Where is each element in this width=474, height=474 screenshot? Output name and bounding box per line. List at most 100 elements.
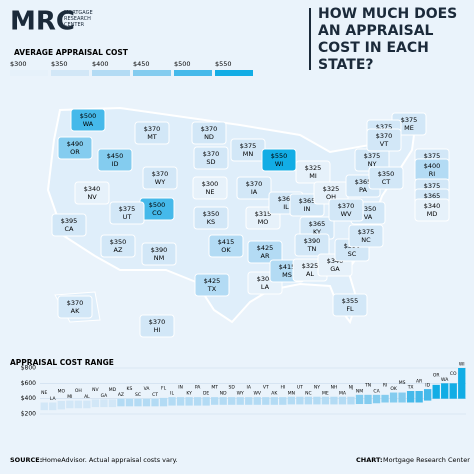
state bbox=[193, 206, 229, 230]
state-value: $390 bbox=[304, 237, 321, 245]
state bbox=[261, 148, 297, 172]
state-value: $425 bbox=[257, 244, 274, 252]
bar-label: GA bbox=[101, 393, 108, 399]
bar-label: IN bbox=[178, 385, 183, 391]
state-value: $365 bbox=[309, 220, 326, 228]
range-bar bbox=[424, 389, 432, 401]
state-name: SC bbox=[348, 250, 357, 258]
legend-swatch bbox=[215, 70, 253, 76]
range-bar bbox=[347, 396, 355, 405]
state bbox=[294, 233, 330, 257]
range-bar bbox=[389, 392, 398, 403]
state-name: MI bbox=[309, 172, 317, 180]
state-name: ME bbox=[404, 124, 414, 132]
range-bar bbox=[432, 384, 440, 399]
state-value: $370 bbox=[201, 125, 218, 133]
range-bar bbox=[236, 397, 244, 405]
state bbox=[332, 293, 368, 317]
state-name: MO bbox=[258, 218, 269, 226]
state-value: $300 bbox=[202, 180, 219, 188]
state-value: $490 bbox=[67, 140, 84, 148]
bar-label: ID bbox=[425, 383, 430, 389]
bar-label: CO bbox=[450, 371, 457, 377]
legend-swatch bbox=[92, 70, 130, 76]
range-bar bbox=[125, 398, 134, 407]
bar-label: NE bbox=[41, 390, 47, 396]
bar-label: FL bbox=[161, 385, 167, 391]
range-bar bbox=[449, 383, 457, 399]
bar-label: MO bbox=[58, 388, 66, 394]
source-label: SOURCE: bbox=[10, 456, 42, 464]
legend-swatch bbox=[10, 70, 48, 76]
range-bar bbox=[142, 398, 151, 407]
state bbox=[139, 314, 175, 338]
state-name: WV bbox=[341, 210, 352, 218]
range-bar bbox=[270, 397, 278, 405]
state-name: IL bbox=[283, 203, 289, 211]
state-value: $450 bbox=[107, 152, 124, 160]
state-name: RI bbox=[429, 170, 436, 178]
bar-label: CT bbox=[152, 392, 158, 398]
state-value: $350 bbox=[110, 238, 127, 246]
state-value: $500 bbox=[80, 112, 97, 120]
bar-label: AL bbox=[84, 394, 90, 400]
state-name: VT bbox=[380, 140, 388, 148]
state-name: NC bbox=[361, 236, 371, 244]
legend-label: $500 bbox=[174, 60, 191, 68]
state-name: AZ bbox=[114, 246, 123, 254]
range-bar bbox=[91, 399, 100, 408]
state bbox=[191, 121, 227, 145]
bar-label: TX bbox=[407, 385, 414, 391]
bar-label: MD bbox=[109, 387, 117, 393]
state-value: $395 bbox=[61, 217, 78, 225]
legend-label: $450 bbox=[133, 60, 150, 68]
state-value: $375 bbox=[240, 142, 257, 150]
state bbox=[142, 166, 178, 190]
range-bar bbox=[372, 394, 381, 404]
y-tick-label: $600 bbox=[21, 380, 36, 387]
state bbox=[109, 201, 145, 225]
state bbox=[193, 146, 229, 170]
state-value: $375 bbox=[119, 205, 136, 213]
state bbox=[74, 181, 110, 205]
state-name: OR bbox=[70, 148, 80, 156]
bar-label: ME bbox=[322, 390, 329, 396]
legend-label: $300 bbox=[10, 60, 27, 68]
state bbox=[236, 176, 272, 200]
state-name: NE bbox=[206, 188, 215, 196]
state-value: $425 bbox=[204, 277, 221, 285]
state-value: $355 bbox=[342, 297, 359, 305]
state-name: NY bbox=[368, 160, 377, 168]
bar-label: ND bbox=[220, 391, 227, 397]
state-name: TX bbox=[207, 285, 217, 293]
range-bar bbox=[219, 397, 227, 405]
state-value: $350 bbox=[360, 205, 377, 213]
state-value: $370 bbox=[338, 202, 355, 210]
state-name: WI bbox=[275, 160, 283, 168]
state-value: $370 bbox=[203, 150, 220, 158]
range-bar bbox=[134, 398, 142, 407]
range-bar bbox=[355, 394, 364, 405]
title: HOW MUCH DOES AN APPRAISAL COST IN EACH … bbox=[318, 6, 458, 73]
state-name: OH bbox=[326, 193, 336, 201]
legend-swatch bbox=[51, 70, 89, 76]
state-value: $375 bbox=[424, 152, 441, 160]
state-value: $375 bbox=[376, 123, 393, 131]
state bbox=[100, 234, 136, 258]
state-value: $340 bbox=[327, 257, 344, 265]
range-bar bbox=[253, 397, 261, 405]
bar-label: UT bbox=[297, 384, 303, 390]
state-value: $365 bbox=[299, 197, 316, 205]
range-bar bbox=[168, 397, 176, 406]
state-value: $500 bbox=[149, 201, 166, 209]
bar-label: SC bbox=[135, 392, 141, 398]
range-bar bbox=[296, 396, 304, 405]
y-tick-label: $800 bbox=[21, 365, 36, 372]
bar-label: PA bbox=[195, 385, 201, 391]
range-bar bbox=[49, 402, 57, 411]
bar-label: RI bbox=[383, 382, 387, 388]
state-name: TN bbox=[307, 245, 317, 253]
bar-label: WY bbox=[237, 391, 244, 397]
bar-label: SD bbox=[229, 385, 236, 391]
